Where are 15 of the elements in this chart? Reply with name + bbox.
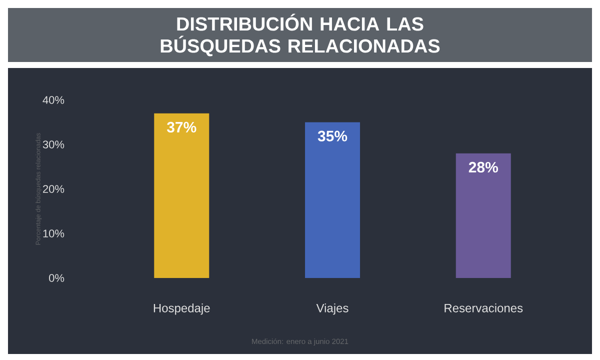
bar (154, 113, 210, 278)
chart-title: DISTRIBUCIÓN HACIA LAS BÚSQUEDAS RELACIONADAS (160, 14, 440, 56)
y-tick-label: 30% (42, 140, 64, 148)
data-label: 35% (318, 130, 348, 142)
bar (305, 122, 360, 278)
x-tick-label: Hospedaje (154, 304, 210, 315)
data-label: 37% (166, 122, 196, 133)
x-tick-label: Reservaciones (444, 304, 523, 312)
y-tick-label: 20% (43, 185, 64, 193)
y-tick-label: 0% (49, 274, 64, 282)
x-tick-label: Viajes (316, 304, 348, 315)
y-tick-label: 40% (42, 96, 64, 104)
y-tick-label: 10% (43, 230, 64, 238)
bar (456, 153, 511, 278)
data-label: 28% (468, 162, 498, 173)
